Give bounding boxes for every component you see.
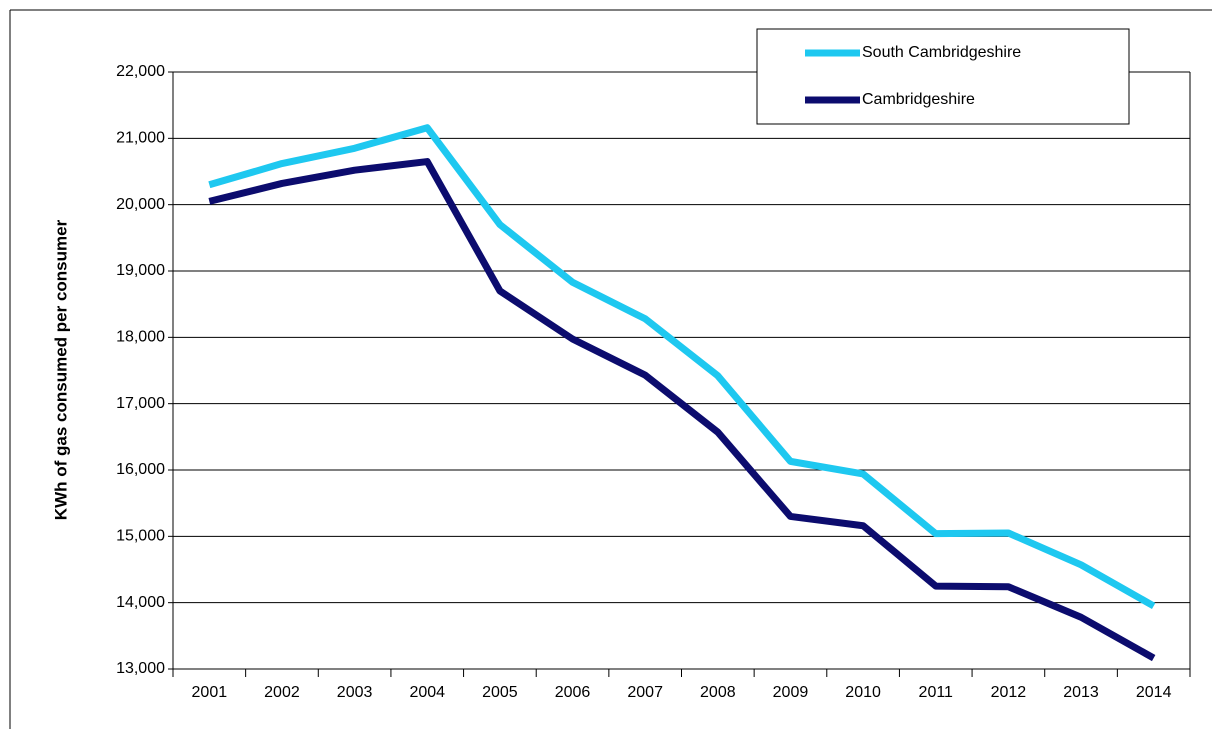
y-tick-label: 14,000 (116, 594, 165, 611)
legend-label: South Cambridgeshire (862, 44, 1021, 61)
x-tick-label: 2003 (337, 684, 373, 701)
x-tick-label: 2011 (919, 684, 954, 701)
legend-label: Cambridgeshire (862, 91, 975, 108)
x-tick-label: 2005 (482, 684, 518, 701)
y-tick-label: 17,000 (116, 395, 165, 412)
x-tick-label: 2010 (845, 684, 881, 701)
x-tick-label: 2004 (409, 684, 445, 701)
x-tick-label: 2001 (192, 684, 228, 701)
y-tick-label: 16,000 (116, 461, 165, 478)
series-line (208, 158, 1156, 662)
y-tick-label: 21,000 (116, 130, 165, 147)
x-tick-label: 2012 (991, 684, 1027, 701)
y-tick-label: 18,000 (116, 329, 165, 346)
legend-box (756, 28, 1130, 125)
x-tick-label: 2008 (700, 684, 736, 701)
y-axis-label: KWh of gas consumed per consumer (51, 219, 70, 520)
y-tick-label: 13,000 (116, 660, 165, 677)
x-tick-label: 2013 (1063, 684, 1099, 701)
y-tick-label: 19,000 (116, 262, 165, 279)
y-tick-label: 22,000 (116, 63, 165, 80)
x-tick-label: 2002 (264, 684, 300, 701)
x-tick-label: 2007 (627, 684, 663, 701)
series-line (208, 124, 1156, 610)
x-tick-label: 2009 (773, 684, 809, 701)
x-tick-label: 2014 (1136, 684, 1172, 701)
y-tick-label: 20,000 (116, 196, 165, 213)
x-tick-label: 2006 (555, 684, 591, 701)
y-tick-label: 15,000 (116, 528, 165, 545)
